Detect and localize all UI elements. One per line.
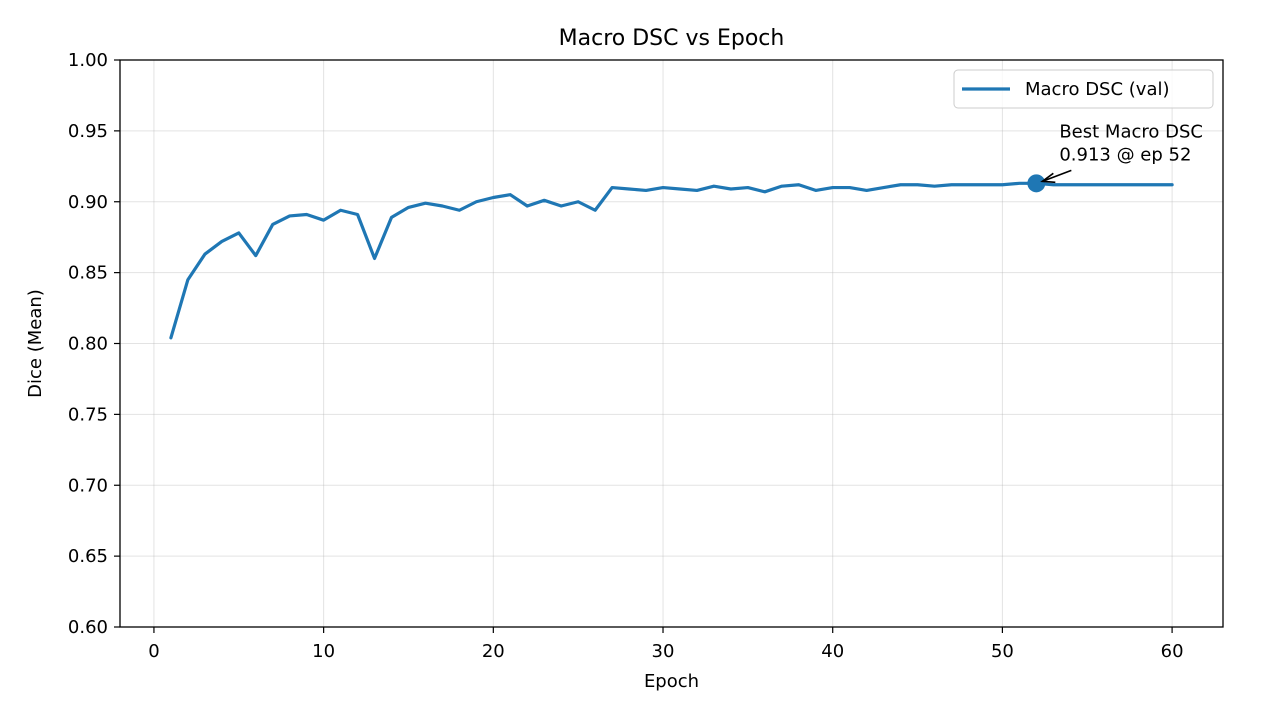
- annotation-line-2: 0.913 @ ep 52: [1059, 144, 1191, 165]
- y-tick-label: 0.70: [68, 475, 108, 496]
- y-tick-label: 0.85: [68, 263, 108, 284]
- x-tick-label: 0: [148, 641, 159, 662]
- annotation-arrowhead: [1040, 172, 1056, 184]
- y-axis-label: Dice (Mean): [25, 289, 46, 398]
- chart-title: Macro DSC vs Epoch: [559, 26, 785, 51]
- x-tick-label: 20: [482, 641, 505, 662]
- y-tick-label: 1.00: [68, 50, 108, 71]
- y-tick-label: 0.65: [68, 546, 108, 567]
- y-tick-label: 0.95: [68, 121, 108, 142]
- y-tick-label: 0.90: [68, 192, 108, 213]
- y-tick-label: 0.80: [68, 334, 108, 355]
- legend: Macro DSC (val): [953, 69, 1214, 109]
- y-axis-ticks: 0.60 0.65 0.70 0.75 0.80 0.85 0.90 0.95 1.00: [68, 50, 120, 638]
- x-tick-label: 60: [1161, 641, 1184, 662]
- annotation-arrow: [1042, 169, 1072, 183]
- x-tick-label: 30: [652, 641, 675, 662]
- best-annotation: Best Macro DSC 0.913 @ ep 52: [1040, 121, 1203, 184]
- best-point-marker: [1027, 174, 1046, 193]
- annotation-line-1: Best Macro DSC: [1059, 121, 1203, 142]
- legend-box: [953, 69, 1214, 109]
- y-tick-label: 0.75: [68, 404, 108, 425]
- x-tick-label: 50: [991, 641, 1014, 662]
- x-axis-ticks: 0 10 20 30 40 50 60: [148, 627, 1184, 662]
- series-line-macro-dsc-val: [169, 181, 1174, 340]
- y-tick-label: 0.60: [68, 617, 108, 638]
- plot-area-frame: [119, 59, 1224, 628]
- legend-label: Macro DSC (val): [1025, 79, 1170, 100]
- x-axis-label: Epoch: [644, 671, 699, 692]
- x-tick-label: 40: [821, 641, 844, 662]
- series-layer: [169, 174, 1174, 340]
- x-tick-label: 10: [312, 641, 335, 662]
